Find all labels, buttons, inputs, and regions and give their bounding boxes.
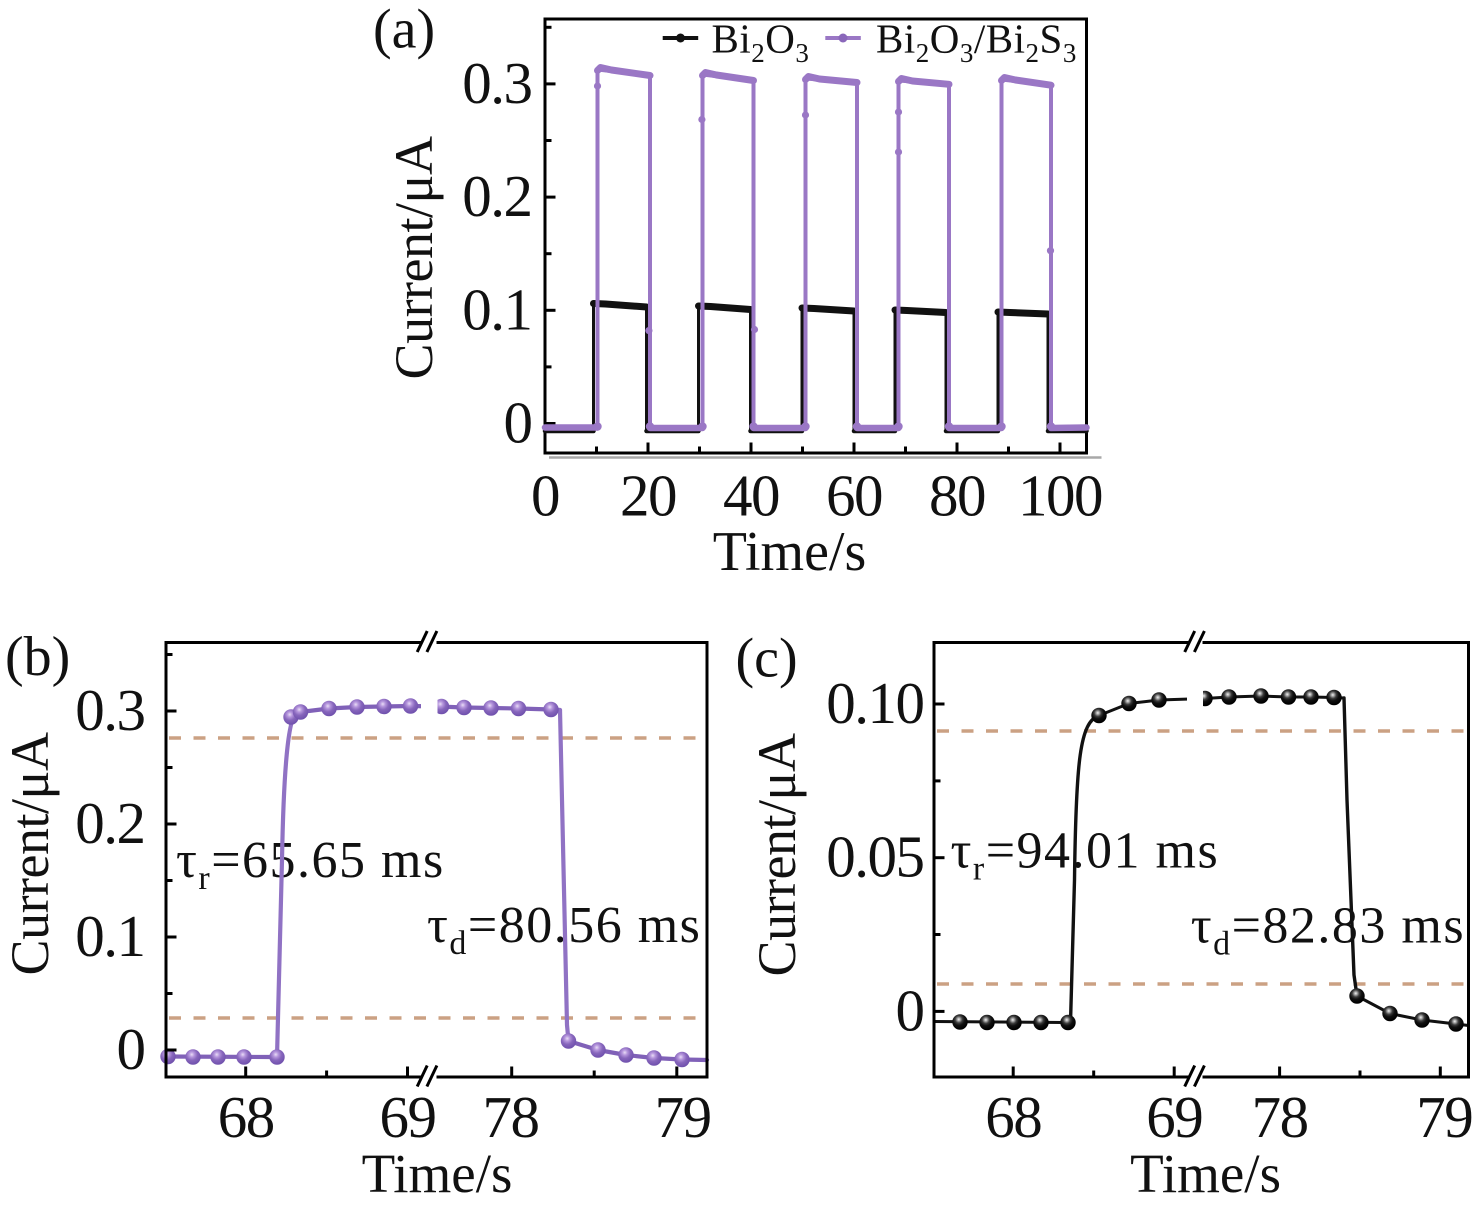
svg-text:0.1: 0.1 (75, 903, 144, 969)
svg-text:0.3: 0.3 (75, 677, 144, 743)
svg-text:Time/s: Time/s (362, 1143, 513, 1204)
svg-text:100: 100 (1018, 463, 1102, 529)
svg-text:80: 80 (929, 463, 985, 529)
svg-text:78: 78 (1252, 1084, 1308, 1150)
svg-text:0: 0 (504, 390, 532, 456)
svg-text:τr=94.01 ms: τr=94.01 ms (951, 823, 1220, 888)
svg-text:69: 69 (1146, 1084, 1202, 1150)
svg-text:0.10: 0.10 (826, 670, 923, 736)
svg-text:40: 40 (723, 463, 779, 529)
svg-text:(b): (b) (5, 626, 70, 688)
svg-text:0: 0 (896, 977, 924, 1043)
svg-text:τr=65.65 ms: τr=65.65 ms (176, 832, 445, 897)
svg-text:0.3: 0.3 (462, 50, 531, 116)
svg-text:(a): (a) (373, 0, 435, 61)
svg-text:68: 68 (985, 1084, 1041, 1150)
svg-text:0.1: 0.1 (462, 276, 531, 342)
svg-text:78: 78 (483, 1084, 539, 1150)
svg-text:Time/s: Time/s (713, 521, 867, 583)
svg-text:Bi2O3/Bi2S3: Bi2O3/Bi2S3 (876, 16, 1077, 69)
svg-text:(c): (c) (736, 628, 798, 690)
svg-text:Current/μA: Current/μA (384, 136, 444, 379)
svg-text:79: 79 (655, 1084, 711, 1150)
svg-text:0.2: 0.2 (75, 790, 144, 856)
svg-text:Current/μA: Current/μA (0, 732, 60, 975)
svg-text:0.2: 0.2 (462, 163, 531, 229)
svg-text:0: 0 (531, 463, 559, 529)
svg-text:68: 68 (218, 1084, 274, 1150)
svg-text:0: 0 (117, 1016, 145, 1082)
svg-text:0.05: 0.05 (826, 824, 923, 890)
svg-text:τd=82.83 ms: τd=82.83 ms (1191, 898, 1465, 963)
svg-text:Bi2O3: Bi2O3 (712, 16, 810, 69)
svg-text:Current/μA: Current/μA (747, 733, 807, 976)
svg-text:Time/s: Time/s (1130, 1143, 1281, 1204)
svg-text:79: 79 (1416, 1084, 1472, 1150)
svg-text:20: 20 (620, 463, 676, 529)
svg-text:60: 60 (826, 463, 882, 529)
svg-text:69: 69 (380, 1084, 436, 1150)
